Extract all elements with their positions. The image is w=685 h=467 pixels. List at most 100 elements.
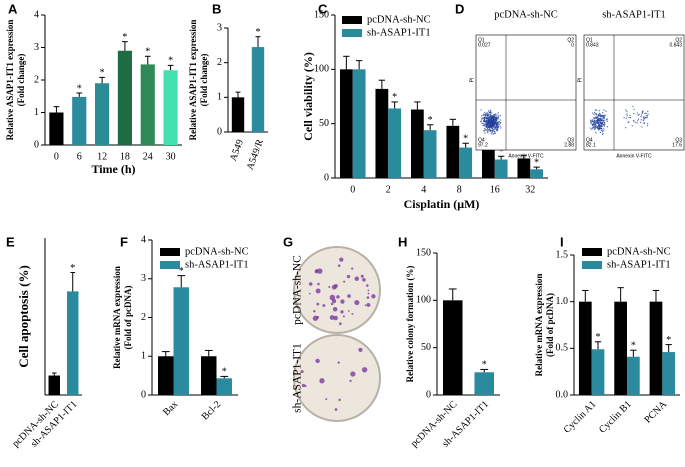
event-dot (644, 116, 646, 119)
bar (494, 159, 508, 178)
event-dot (486, 121, 488, 124)
legend-swatch (582, 261, 602, 269)
colony (317, 282, 320, 286)
plot-title: sh-ASAP1-IT1 (602, 9, 666, 20)
plot-frame (475, 34, 577, 151)
colony (371, 294, 376, 299)
event-dot (488, 125, 491, 127)
event-dot (490, 125, 492, 127)
event-dot (601, 114, 603, 117)
event-dot (488, 121, 491, 123)
event-dot (484, 116, 486, 119)
event-dot (625, 117, 628, 119)
event-dot (637, 118, 640, 120)
y-axis-label: (Fold of pcDNA) (123, 286, 133, 350)
bar (339, 69, 353, 178)
event-dot (632, 105, 634, 108)
colony (313, 310, 316, 313)
chart-panel: F 0 1 2 3 4 Relative mRNA expression (Fold of p… (112, 234, 249, 422)
bar (459, 147, 473, 178)
event-dot (602, 132, 604, 135)
event-dot (489, 111, 492, 114)
event-dot (485, 118, 488, 120)
colony (366, 302, 371, 307)
event-dot (594, 124, 596, 126)
bar (423, 130, 437, 178)
panel-letter: C (318, 1, 328, 16)
colony (350, 371, 356, 377)
event-dot (601, 130, 604, 133)
event-dot (598, 118, 600, 120)
event-dot (599, 114, 602, 117)
x-tick-label: Cyclin A1 (562, 399, 599, 436)
colony (315, 288, 321, 294)
event-dot (595, 116, 597, 119)
y-axis-label: Relative ASAP1-IT1 expression (188, 20, 198, 141)
x-axis-label: Annexin V-FITC (616, 153, 652, 159)
colony (342, 315, 345, 318)
y-tick-label: 1.5 (556, 249, 569, 260)
event-dot (645, 112, 647, 115)
event-dot (491, 112, 493, 114)
y-tick-label: 2 (34, 74, 39, 85)
event-dot (599, 119, 602, 121)
bar (410, 109, 424, 178)
event-dot (595, 124, 597, 127)
x-tick-label: 4 (421, 184, 426, 195)
event-dot (636, 112, 639, 114)
event-dot (603, 109, 605, 111)
event-dot (625, 126, 627, 129)
event-dot (492, 116, 495, 119)
event-dot (643, 117, 646, 120)
colony (330, 302, 334, 306)
event-dot (486, 123, 489, 125)
event-dot (482, 114, 484, 117)
event-dot (489, 117, 491, 119)
event-dot (605, 110, 607, 113)
event-dot (495, 114, 497, 116)
colony (316, 315, 320, 319)
plot-title: pcDNA-sh-NC (494, 9, 558, 20)
event-dot (604, 123, 606, 125)
colony (333, 315, 338, 321)
significance-marker: * (596, 332, 601, 343)
colony (340, 310, 344, 314)
event-dot (481, 117, 484, 119)
chart-panel: B 0 1 2 3 Relative ASAP1-IT1 expression (Fold … (188, 1, 268, 172)
colony (315, 358, 320, 364)
event-dot (599, 121, 602, 124)
event-dot (483, 114, 486, 116)
event-dot (491, 120, 494, 122)
event-dot (492, 126, 495, 128)
event-dot (488, 119, 491, 121)
significance-marker: * (145, 47, 150, 58)
panel-letter: D (455, 1, 464, 16)
colony (367, 292, 370, 295)
y-tick-label: 50 (421, 342, 431, 353)
event-dot (601, 122, 604, 124)
event-dot (486, 119, 488, 122)
event-dot (629, 116, 632, 119)
event-dot (488, 126, 490, 128)
y-axis-label: Relative ASAP1-IT1 expression (5, 20, 15, 141)
event-dot (644, 112, 646, 115)
event-dot (490, 121, 492, 124)
legend-label: pcDNA-sh-NC (607, 246, 671, 257)
event-dot (493, 121, 496, 123)
event-dot (495, 121, 497, 124)
event-dot (594, 121, 596, 124)
legend-label: sh-ASAP1-IT1 (607, 259, 671, 270)
colony (339, 322, 342, 326)
event-dot (487, 118, 490, 120)
event-dot (480, 115, 483, 117)
x-tick-label: 0 (350, 184, 355, 195)
x-tick-label: 32 (525, 184, 535, 195)
colony (351, 267, 354, 270)
event-dot (484, 130, 486, 132)
event-dot (491, 130, 494, 132)
x-tick-label: 2 (386, 184, 391, 195)
event-dot (601, 125, 603, 128)
y-tick-label: 0 (217, 126, 222, 137)
bar (48, 375, 60, 395)
significance-marker: * (463, 134, 468, 145)
